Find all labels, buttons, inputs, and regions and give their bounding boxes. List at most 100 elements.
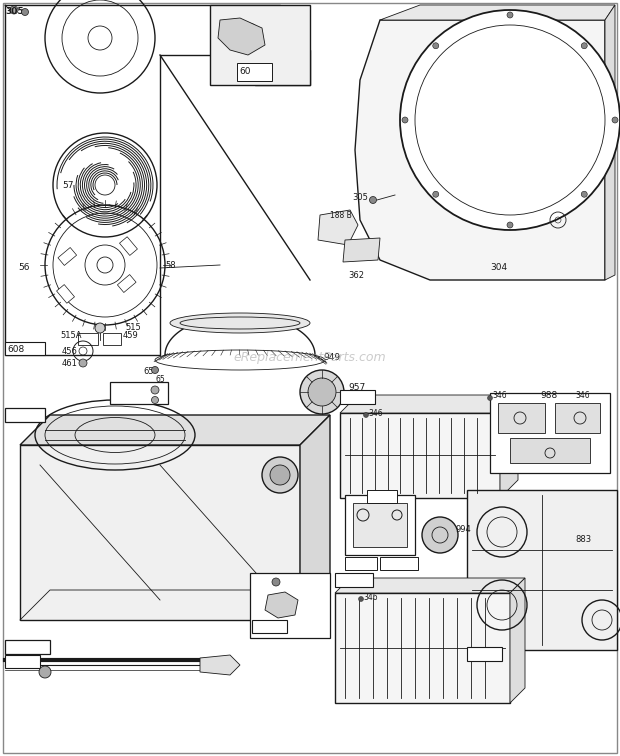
Text: 188 B: 188 B	[330, 210, 352, 219]
Circle shape	[270, 465, 290, 485]
Circle shape	[262, 457, 298, 493]
Polygon shape	[340, 395, 518, 413]
Text: 456: 456	[62, 346, 78, 355]
Text: 57: 57	[62, 181, 74, 190]
Text: 362: 362	[348, 271, 364, 280]
Bar	[5, 342, 45, 355]
Text: 346: 346	[368, 408, 383, 417]
Bar	[117, 274, 136, 293]
Circle shape	[400, 10, 620, 230]
Polygon shape	[510, 578, 525, 703]
Text: 56: 56	[18, 264, 30, 272]
Bar	[353, 503, 407, 547]
Text: 883: 883	[575, 535, 591, 544]
Bar	[380, 557, 418, 570]
Circle shape	[95, 323, 105, 333]
Circle shape	[581, 191, 587, 197]
Circle shape	[507, 12, 513, 18]
Bar	[250, 573, 330, 638]
Text: 988A: 988A	[382, 559, 404, 569]
Polygon shape	[335, 593, 510, 703]
Text: 613: 613	[369, 492, 385, 501]
Bar	[120, 237, 138, 256]
Text: 346: 346	[575, 392, 590, 401]
Bar	[78, 333, 98, 345]
Bar	[56, 284, 74, 303]
Text: 188 A: 188 A	[112, 389, 138, 398]
Circle shape	[402, 117, 408, 123]
Bar	[367, 490, 397, 503]
Circle shape	[300, 370, 344, 414]
Bar	[345, 495, 415, 555]
Text: 515A: 515A	[60, 331, 81, 340]
Text: 461: 461	[62, 358, 78, 367]
Text: 346: 346	[347, 559, 363, 569]
Text: 958: 958	[254, 622, 272, 631]
Text: 608: 608	[7, 345, 24, 354]
Text: 346: 346	[492, 392, 507, 401]
Circle shape	[433, 191, 439, 197]
Bar	[5, 640, 50, 654]
Polygon shape	[218, 18, 265, 55]
Circle shape	[358, 596, 363, 602]
Polygon shape	[300, 415, 330, 620]
Polygon shape	[498, 403, 545, 433]
Text: 459: 459	[123, 331, 139, 340]
Circle shape	[272, 578, 280, 586]
Circle shape	[581, 43, 587, 48]
Text: 832A: 832A	[337, 575, 359, 584]
Bar	[490, 393, 610, 473]
Text: 949: 949	[323, 354, 340, 362]
Polygon shape	[605, 5, 615, 280]
Polygon shape	[20, 415, 330, 445]
Circle shape	[39, 666, 51, 678]
Polygon shape	[355, 20, 605, 280]
Circle shape	[308, 378, 336, 406]
Polygon shape	[318, 210, 358, 245]
Text: 515: 515	[125, 324, 141, 333]
Circle shape	[363, 413, 368, 417]
Text: 304: 304	[490, 264, 507, 272]
Text: 957: 957	[348, 383, 365, 392]
Polygon shape	[335, 578, 525, 593]
Text: 60: 60	[239, 67, 250, 76]
Polygon shape	[380, 5, 615, 20]
Circle shape	[151, 386, 159, 394]
Polygon shape	[265, 592, 298, 618]
Text: 994: 994	[455, 525, 471, 534]
Text: 305: 305	[5, 8, 24, 17]
Circle shape	[433, 43, 439, 48]
Circle shape	[487, 395, 492, 401]
Text: 346: 346	[363, 593, 378, 602]
Text: 65: 65	[143, 367, 154, 376]
Circle shape	[22, 8, 29, 16]
Bar	[340, 390, 375, 404]
Bar	[467, 647, 502, 661]
Polygon shape	[467, 490, 617, 650]
Text: 832: 832	[342, 392, 359, 401]
Bar	[210, 5, 310, 85]
Text: 617: 617	[282, 575, 298, 584]
Circle shape	[507, 222, 513, 228]
Text: 988: 988	[540, 392, 557, 401]
Text: 187: 187	[7, 643, 24, 652]
Text: 972: 972	[7, 411, 24, 420]
Text: 65: 65	[155, 376, 165, 385]
Polygon shape	[555, 403, 600, 433]
Text: eReplacementParts.com: eReplacementParts.com	[234, 352, 386, 364]
Circle shape	[151, 396, 159, 404]
Polygon shape	[340, 413, 500, 498]
Bar	[335, 573, 373, 587]
Bar	[103, 333, 121, 345]
Bar	[110, 382, 168, 404]
Ellipse shape	[170, 313, 310, 333]
Text: 58: 58	[165, 261, 175, 269]
Polygon shape	[510, 438, 590, 463]
Circle shape	[612, 117, 618, 123]
Bar	[58, 247, 77, 265]
Polygon shape	[343, 238, 380, 262]
Circle shape	[370, 197, 376, 203]
Circle shape	[151, 367, 159, 373]
Circle shape	[79, 359, 87, 367]
Bar	[5, 655, 40, 668]
